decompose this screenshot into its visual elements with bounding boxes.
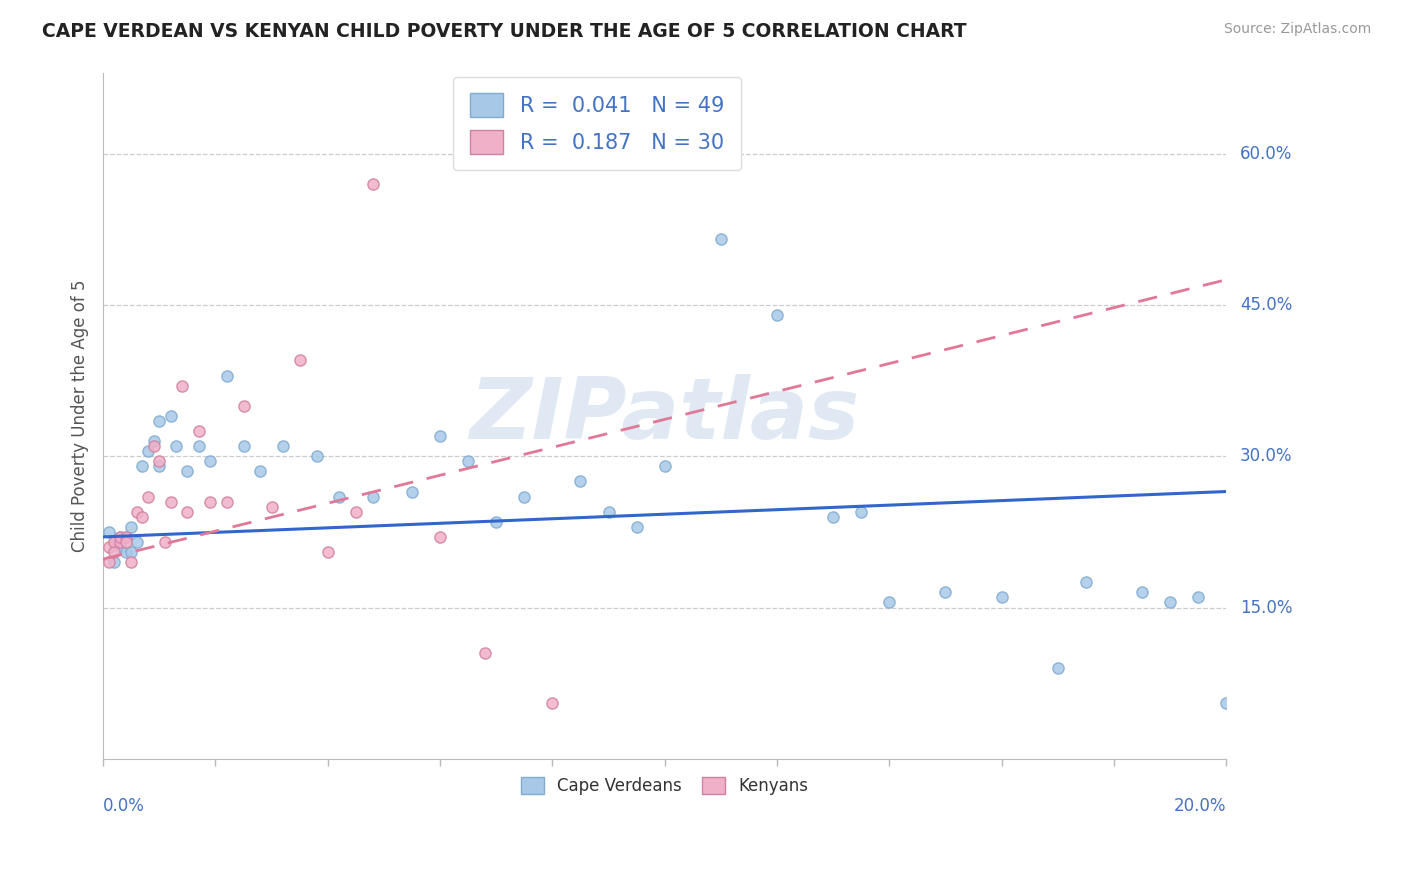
- Legend: Cape Verdeans, Kenyans: Cape Verdeans, Kenyans: [515, 771, 815, 802]
- Point: [176, 464, 198, 478]
- Point: [474, 646, 496, 660]
- Point: [125, 535, 148, 549]
- Point: [148, 454, 170, 468]
- Point: [131, 509, 153, 524]
- Point: [851, 505, 873, 519]
- Point: [108, 530, 131, 544]
- Point: [148, 414, 170, 428]
- Point: [513, 490, 536, 504]
- Point: [457, 454, 479, 468]
- Point: [541, 696, 564, 710]
- Point: [429, 429, 451, 443]
- Point: [114, 530, 136, 544]
- Point: [165, 439, 187, 453]
- Point: [148, 459, 170, 474]
- Text: 30.0%: 30.0%: [1240, 447, 1292, 466]
- Point: [142, 439, 165, 453]
- Point: [249, 464, 271, 478]
- Point: [114, 545, 136, 559]
- Point: [271, 439, 294, 453]
- Point: [170, 378, 193, 392]
- Point: [198, 494, 221, 508]
- Point: [429, 530, 451, 544]
- Point: [136, 444, 159, 458]
- Point: [136, 490, 159, 504]
- Point: [361, 177, 384, 191]
- Point: [361, 490, 384, 504]
- Point: [654, 459, 676, 474]
- Point: [328, 490, 350, 504]
- Point: [877, 595, 900, 609]
- Point: [120, 545, 142, 559]
- Y-axis label: Child Poverty Under the Age of 5: Child Poverty Under the Age of 5: [72, 279, 89, 552]
- Text: 45.0%: 45.0%: [1240, 296, 1292, 314]
- Point: [159, 409, 181, 423]
- Point: [766, 308, 789, 322]
- Point: [1215, 696, 1237, 710]
- Point: [176, 505, 198, 519]
- Point: [153, 535, 176, 549]
- Point: [120, 520, 142, 534]
- Point: [305, 449, 328, 463]
- Point: [1130, 585, 1153, 599]
- Point: [232, 399, 254, 413]
- Point: [97, 555, 120, 569]
- Point: [934, 585, 956, 599]
- Point: [103, 535, 125, 549]
- Text: Source: ZipAtlas.com: Source: ZipAtlas.com: [1223, 22, 1371, 37]
- Point: [569, 475, 592, 489]
- Text: CAPE VERDEAN VS KENYAN CHILD POVERTY UNDER THE AGE OF 5 CORRELATION CHART: CAPE VERDEAN VS KENYAN CHILD POVERTY UND…: [42, 22, 967, 41]
- Point: [288, 353, 311, 368]
- Text: 60.0%: 60.0%: [1240, 145, 1292, 162]
- Point: [990, 591, 1012, 605]
- Point: [626, 520, 648, 534]
- Point: [159, 494, 181, 508]
- Point: [823, 509, 845, 524]
- Point: [485, 515, 508, 529]
- Point: [215, 368, 238, 383]
- Point: [710, 232, 733, 246]
- Text: 0.0%: 0.0%: [103, 797, 145, 814]
- Point: [125, 505, 148, 519]
- Point: [198, 454, 221, 468]
- Point: [108, 535, 131, 549]
- Point: [97, 524, 120, 539]
- Point: [215, 494, 238, 508]
- Point: [120, 555, 142, 569]
- Text: ZIPatlas: ZIPatlas: [470, 375, 860, 458]
- Point: [316, 545, 339, 559]
- Point: [103, 545, 125, 559]
- Point: [114, 535, 136, 549]
- Point: [131, 459, 153, 474]
- Point: [598, 505, 620, 519]
- Point: [1187, 591, 1209, 605]
- Point: [401, 484, 423, 499]
- Point: [344, 505, 367, 519]
- Point: [108, 530, 131, 544]
- Point: [114, 530, 136, 544]
- Point: [142, 434, 165, 449]
- Point: [1074, 575, 1097, 590]
- Point: [232, 439, 254, 453]
- Point: [1159, 595, 1181, 609]
- Point: [103, 555, 125, 569]
- Point: [260, 500, 283, 514]
- Point: [108, 540, 131, 554]
- Text: 15.0%: 15.0%: [1240, 599, 1292, 616]
- Text: 20.0%: 20.0%: [1174, 797, 1226, 814]
- Point: [187, 424, 209, 438]
- Point: [1046, 661, 1069, 675]
- Point: [97, 540, 120, 554]
- Point: [103, 535, 125, 549]
- Point: [187, 439, 209, 453]
